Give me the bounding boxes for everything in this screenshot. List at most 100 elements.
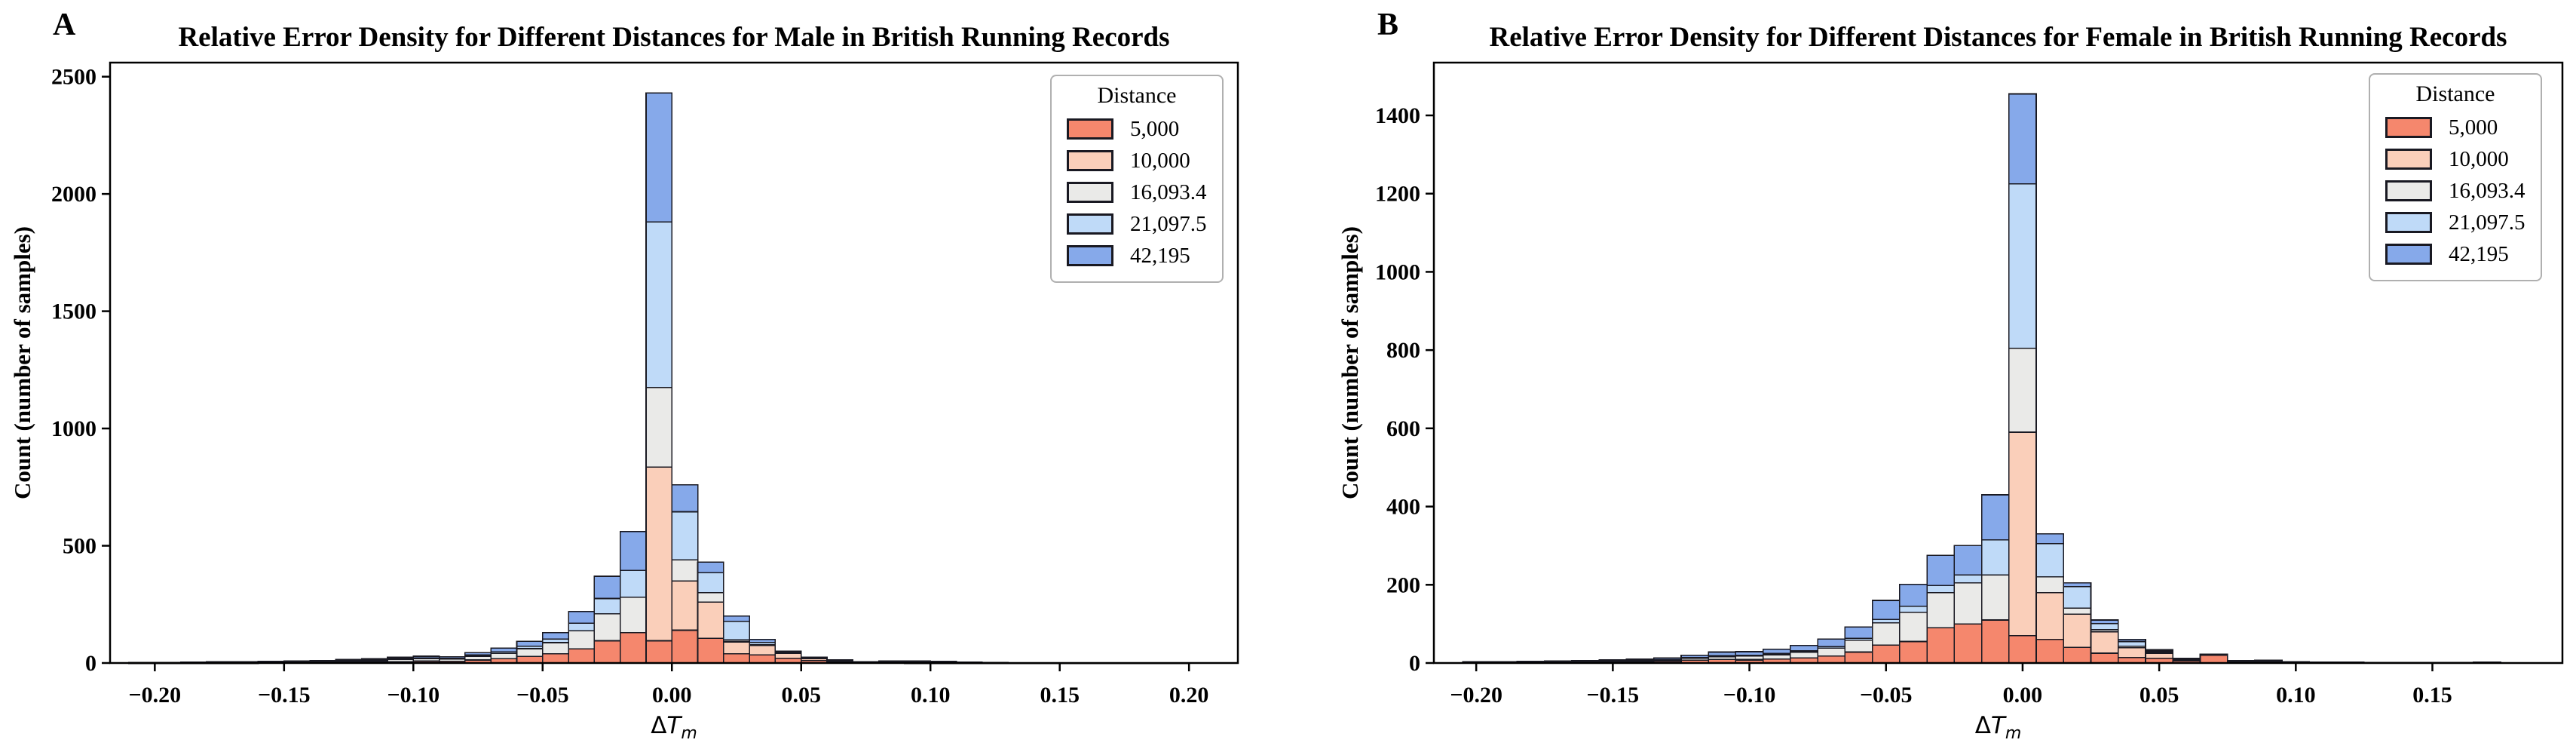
histogram-bar-segment xyxy=(1844,640,1873,653)
y-axis-label: Count (number of samples) xyxy=(9,226,35,500)
histogram-bar-segment xyxy=(516,640,544,647)
histogram-bar-segment xyxy=(2035,543,2065,578)
histogram-bar-segment xyxy=(1953,623,1983,664)
histogram-bar-segment xyxy=(1790,644,1818,652)
histogram-bar-segment xyxy=(593,576,621,600)
histogram-bar-segment xyxy=(1980,574,2010,621)
panel-male-histogram: 0 500 1000 1500 2000 2500 −0.20 −0.15 −0.10 −0.05… xyxy=(9,9,1239,744)
legend-swatch-icon xyxy=(1067,213,1113,235)
histogram-bar-segment xyxy=(645,386,673,468)
y-tick-label: 0 xyxy=(85,651,96,676)
histogram-bar-segment xyxy=(671,629,699,664)
histogram-bar-segment xyxy=(387,656,415,660)
histogram-bar-segment xyxy=(438,656,466,659)
axis-ticks: 0 200 400 600 800 1000 1200 1400 −0.20 −0.15 −0.10… xyxy=(1375,103,2452,708)
legend-label: 10,000 xyxy=(1130,149,1190,173)
histogram-bar-segment xyxy=(749,654,776,664)
legend-entry: 5,000 xyxy=(1067,117,1222,141)
legend-entry: 42,195 xyxy=(1067,244,1222,268)
histogram-bar-segment xyxy=(464,652,492,656)
histogram-bars xyxy=(1462,93,2501,665)
y-tick-label: 2000 xyxy=(51,182,96,207)
legend-label: 5,000 xyxy=(1130,117,1180,141)
legend-label: 21,097.5 xyxy=(2449,210,2525,235)
y-tick-label: 1000 xyxy=(51,416,96,441)
legend-label: 42,195 xyxy=(2449,242,2509,266)
histogram-bar-segment xyxy=(593,640,621,664)
histogram-bar-segment xyxy=(2035,591,2065,640)
histogram-bar-segment xyxy=(800,656,828,658)
x-tick-label: 0.00 xyxy=(2003,683,2043,708)
histogram-bar-segment xyxy=(2035,533,2065,545)
x-tick-label: −0.15 xyxy=(258,683,311,708)
histogram-bar-segment xyxy=(2090,631,2119,654)
histogram-bar-segment xyxy=(1953,545,1983,576)
y-tick-label: 200 xyxy=(1386,572,1420,597)
histogram-plot-male: 0 500 1000 1500 2000 2500 −0.20 −0.15 −0.10 −0.05… xyxy=(51,61,1239,708)
histogram-bar-segment xyxy=(1980,619,2010,664)
legend-label: 42,195 xyxy=(1130,244,1190,268)
histogram-bar-segment xyxy=(697,637,724,664)
histogram-bar-segment xyxy=(1953,574,1983,584)
histogram-bar-segment xyxy=(2145,649,2174,652)
histogram-bar-segment xyxy=(2172,657,2201,660)
legend-entry: 10,000 xyxy=(1067,149,1222,173)
histogram-bar-segment xyxy=(2008,347,2037,433)
histogram-bar-segment xyxy=(1871,644,1901,664)
legend-swatch-icon xyxy=(2385,212,2432,233)
histogram-bar-segment xyxy=(1899,611,1928,643)
histogram-bar-segment xyxy=(1708,651,1737,656)
legend-label: 16,093.4 xyxy=(2449,179,2525,203)
x-tick-label: −0.15 xyxy=(1587,683,1640,708)
histogram-bar-segment xyxy=(1762,654,1791,660)
histogram-bar-segment xyxy=(671,483,699,513)
histogram-bar-segment xyxy=(645,466,673,642)
histogram-plot-female: 0 200 400 600 800 1000 1200 1400 −0.20 −0.15 −0.10… xyxy=(1375,61,2564,708)
histogram-bar-segment xyxy=(1871,622,1901,646)
histogram-bar-segment xyxy=(619,531,647,571)
legend-label: 10,000 xyxy=(2449,147,2509,171)
histogram-bar-segment xyxy=(2063,586,2092,609)
histogram-bar-segment xyxy=(645,221,673,388)
histogram-bar-segment xyxy=(1680,654,1710,658)
histogram-bar-segment xyxy=(774,650,802,653)
legend-entries: 5,000 10,000 16,093.4 21,097.5 42,195 xyxy=(2370,115,2541,266)
histogram-bar-segment xyxy=(1980,539,2010,576)
histogram-bar-segment xyxy=(1652,657,1682,661)
histogram-bar-segment xyxy=(1790,651,1818,659)
legend-swatch-icon xyxy=(1067,182,1113,203)
x-tick-label: 0.20 xyxy=(1169,683,1209,708)
histogram-bar-segment xyxy=(671,511,699,560)
histogram-bar-segment xyxy=(878,660,905,662)
histogram-bar-segment xyxy=(826,659,854,662)
legend-swatch-icon xyxy=(1067,150,1113,171)
histogram-bar-segment xyxy=(1543,660,1573,663)
y-tick-label: 400 xyxy=(1386,495,1420,520)
x-axis-label: ΔTm xyxy=(1434,711,2562,745)
histogram-bar-segment xyxy=(1735,651,1764,656)
x-tick-label: 0.10 xyxy=(2276,683,2316,708)
histogram-bar-segment xyxy=(774,652,802,659)
histogram-bar-segment xyxy=(697,601,724,640)
histogram-bar-segment xyxy=(2117,639,2146,643)
chart-title: Relative Error Density for Different Dis… xyxy=(1489,22,2507,53)
histogram-bar-segment xyxy=(2035,576,2065,594)
x-tick-label: −0.10 xyxy=(1723,683,1776,708)
x-tick-label: −0.05 xyxy=(516,683,569,708)
histogram-bar-segment xyxy=(619,597,647,634)
legend-swatch-icon xyxy=(2385,244,2432,265)
legend-box: Distance 5,000 10,000 16,093.4 21,097.5 42,1… xyxy=(2369,73,2542,281)
histogram-bar-segment xyxy=(2226,660,2256,662)
histogram-bar-segment xyxy=(2063,613,2092,649)
histogram-bar-segment xyxy=(2145,652,2174,659)
histogram-bar-segment xyxy=(1817,638,1846,648)
histogram-bar-segment xyxy=(1926,627,1956,664)
histogram-bar-segment xyxy=(2090,619,2119,625)
legend-label: 5,000 xyxy=(2449,115,2498,140)
histogram-bar-segment xyxy=(360,658,388,661)
legend-title: Distance xyxy=(2415,81,2495,106)
subscript-m: m xyxy=(681,724,697,744)
histogram-bar-segment xyxy=(2008,93,2037,185)
y-tick-label: 1400 xyxy=(1375,103,1420,128)
histogram-bar-segment xyxy=(2199,653,2228,655)
